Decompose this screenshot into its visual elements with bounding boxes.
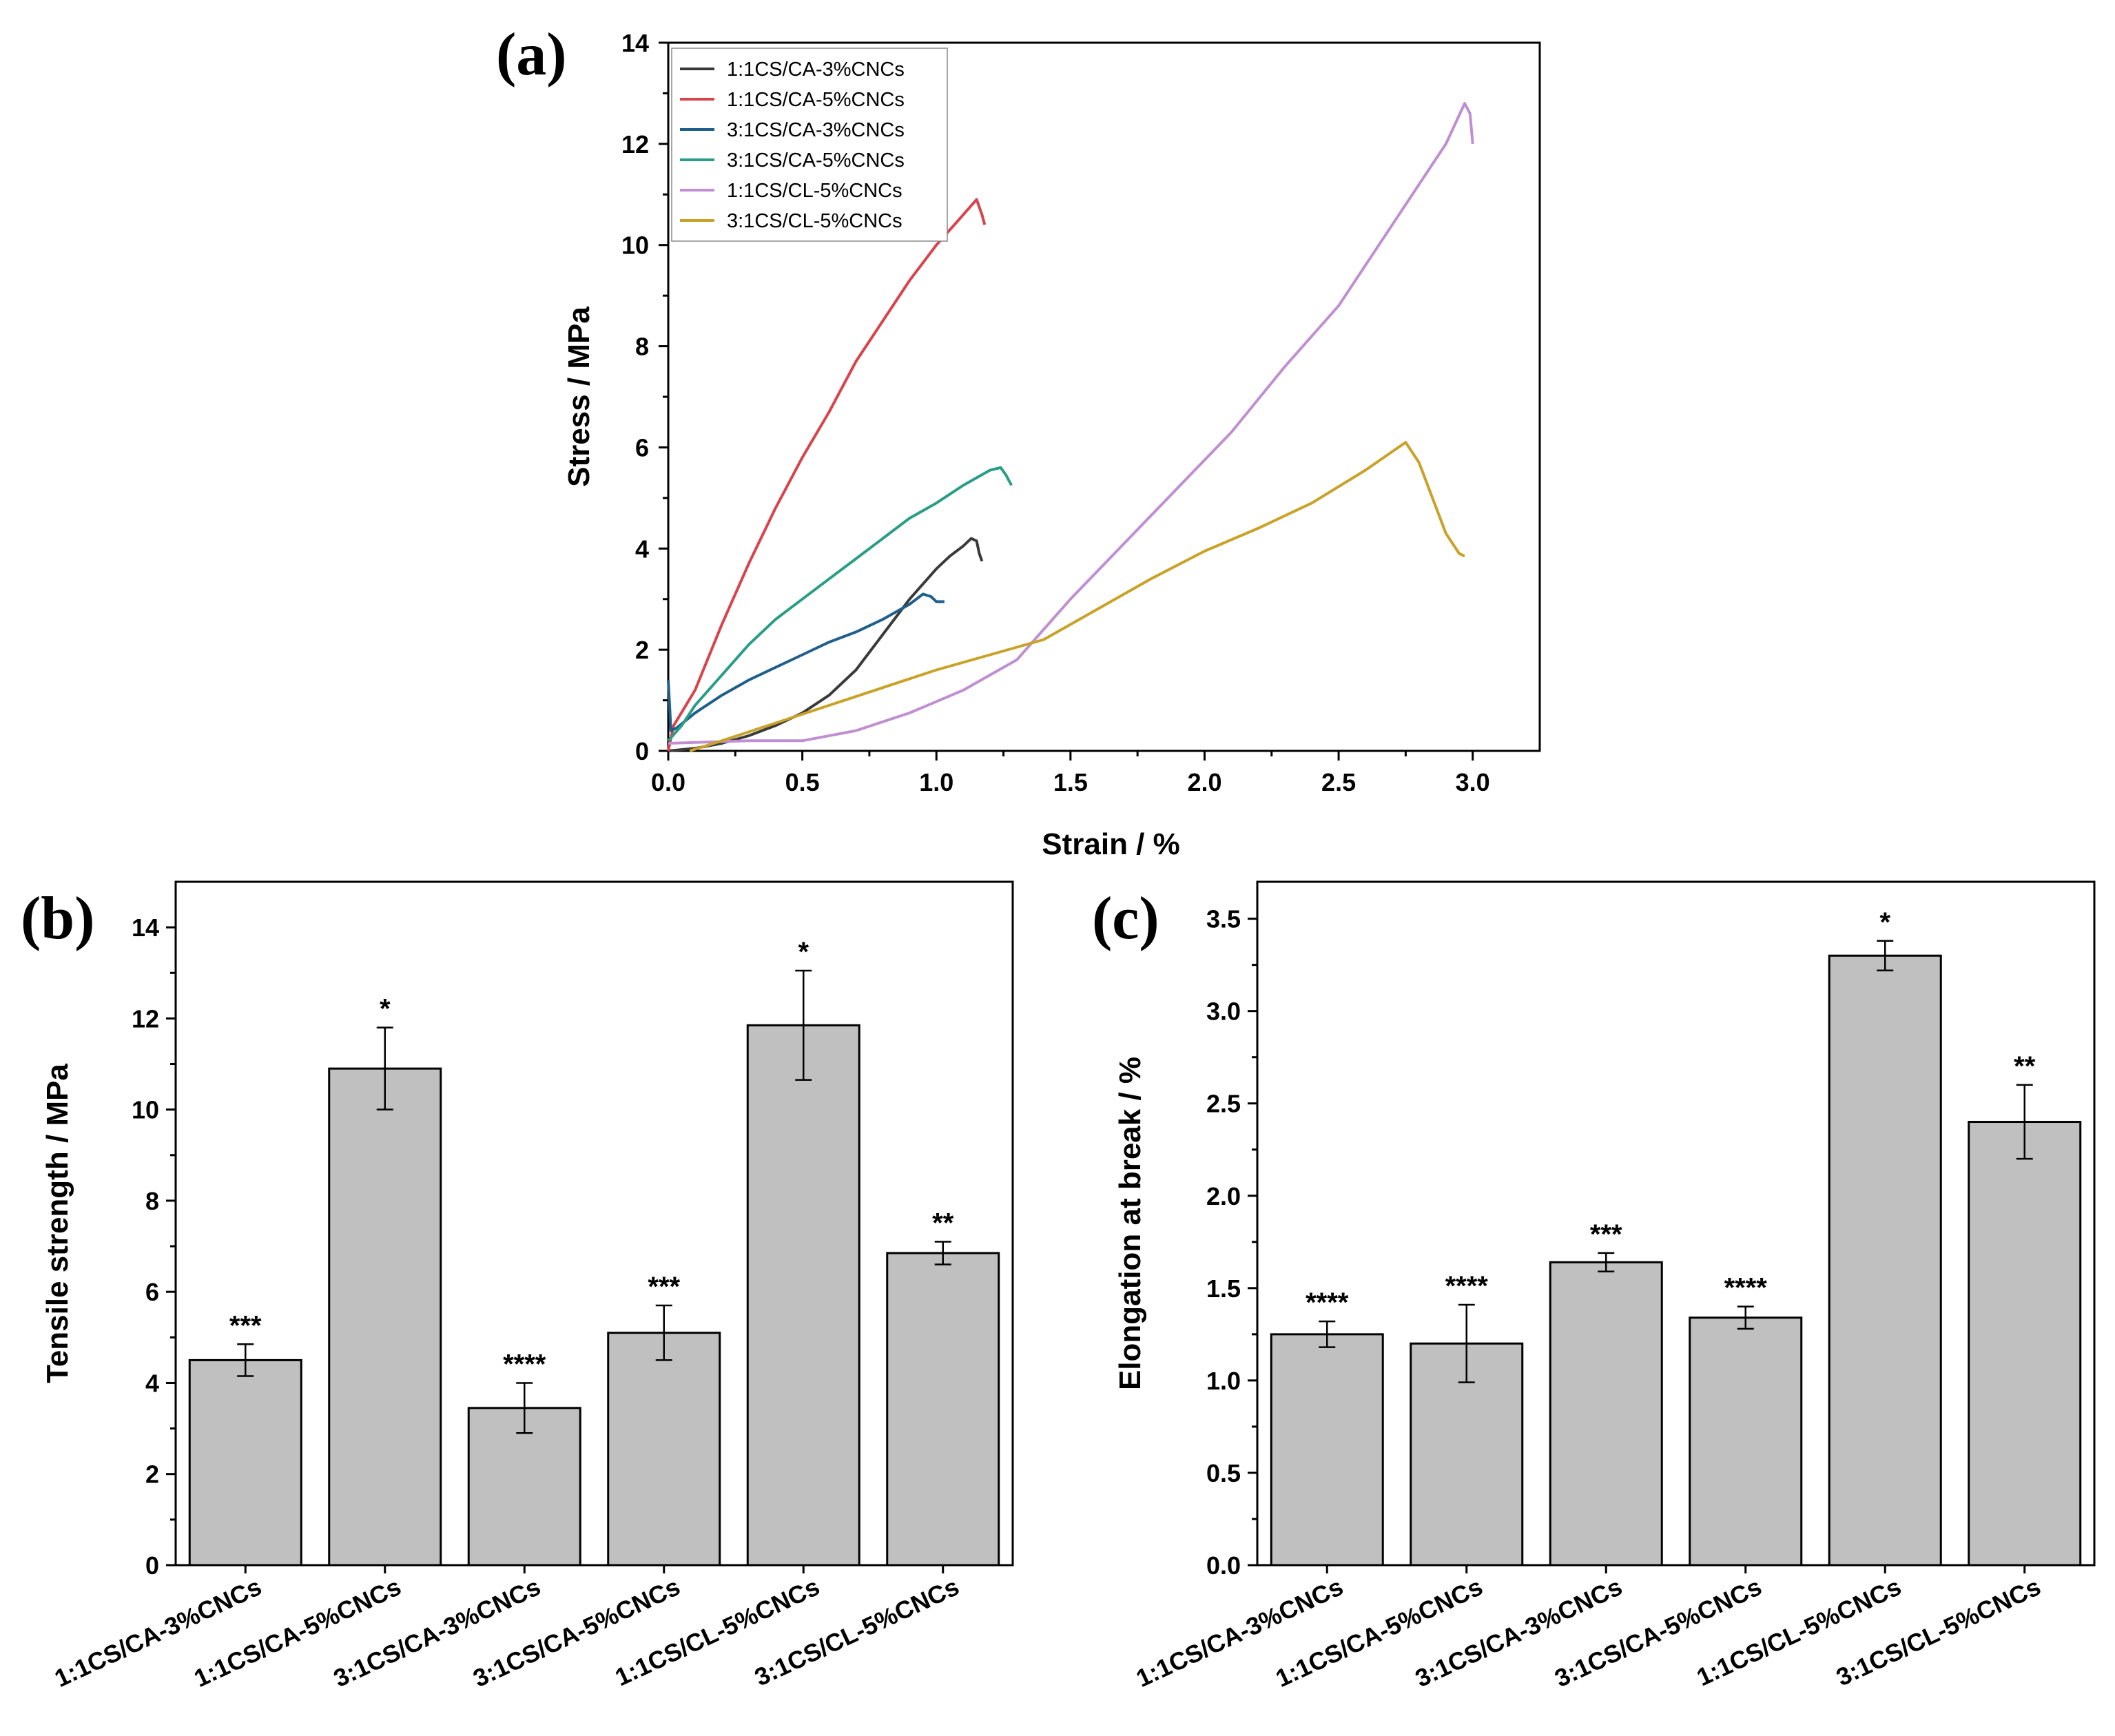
bar — [1549, 1261, 1663, 1567]
y-tick-label: 14 — [621, 29, 649, 57]
plot-frame — [174, 880, 1014, 1567]
y-tick-label: 10 — [132, 1096, 159, 1124]
y-tick-label: 3.5 — [1206, 905, 1241, 933]
bar — [746, 1024, 860, 1567]
y-tick-label: 2.0 — [1206, 1182, 1241, 1210]
y-axis-title: Stress / MPa — [562, 307, 596, 487]
bar — [467, 1407, 581, 1567]
y-tick-label: 6 — [145, 1278, 159, 1306]
series-line — [668, 102, 1474, 745]
y-tick-label: 0.5 — [1206, 1459, 1241, 1487]
bar — [886, 1252, 1000, 1567]
significance-label: ** — [2014, 1051, 2036, 1082]
series-line — [667, 198, 987, 752]
significance-label: ** — [932, 1208, 954, 1238]
legend-label: 1:1CS/CA-5%CNCs — [727, 89, 905, 111]
x-tick-label: 2.5 — [1321, 768, 1356, 796]
bar — [1270, 1333, 1384, 1567]
y-tick-label: 4 — [635, 535, 649, 563]
y-tick-label: 12 — [621, 130, 649, 158]
bar — [607, 1332, 721, 1567]
y-axis-title: Tensile strength / MPa — [41, 1064, 74, 1383]
y-tick-label: 1.0 — [1206, 1367, 1241, 1395]
plot-frame — [1256, 880, 2096, 1567]
y-tick-label: 8 — [145, 1187, 159, 1215]
legend-label: 3:1CS/CA-3%CNCs — [727, 119, 905, 141]
y-tick-label: 2.5 — [1206, 1090, 1241, 1118]
y-axis-title: Elongation at break / % — [1113, 1057, 1147, 1390]
y-tick-label: 3.0 — [1206, 998, 1241, 1026]
legend-box — [671, 48, 948, 242]
legend-label: 3:1CS/CL-5%CNCs — [727, 210, 902, 232]
y-tick-label: 8 — [635, 333, 649, 361]
bar — [1828, 954, 1942, 1567]
series-line — [667, 466, 1013, 742]
x-axis-title: Strain / % — [1042, 827, 1180, 861]
legend-label: 3:1CS/CA-5%CNCs — [727, 149, 905, 172]
bar — [328, 1067, 442, 1567]
y-tick-label: 0 — [145, 1551, 159, 1580]
significance-label: * — [1879, 907, 1890, 938]
bar — [1968, 1121, 2082, 1567]
legend-label: 1:1CS/CA-3%CNCs — [727, 59, 905, 81]
y-tick-label: 0 — [635, 737, 649, 765]
y-tick-label: 12 — [132, 1004, 159, 1033]
significance-label: **** — [1445, 1271, 1489, 1301]
y-tick-label: 2 — [635, 636, 649, 664]
panel-label: (c) — [1092, 885, 1159, 952]
x-tick-label: 1.0 — [919, 768, 953, 796]
significance-label: **** — [1724, 1273, 1768, 1303]
significance-label: **** — [503, 1349, 546, 1379]
legend-label: 1:1CS/CL-5%CNCs — [727, 180, 902, 202]
significance-label: **** — [1306, 1288, 1349, 1318]
significance-label: *** — [1590, 1219, 1622, 1250]
panel-label: (a) — [496, 21, 567, 88]
y-tick-label: 6 — [635, 433, 649, 462]
x-tick-label: 0.0 — [651, 768, 685, 796]
x-tick-label: 2.0 — [1187, 768, 1221, 796]
panel-a-line-chart: (a) 0.0 0.5 1.0 1.5 2.0 2.5 3.0 0 2 4 6 8 10 12 14 Strai… — [496, 21, 1541, 861]
significance-label: * — [380, 994, 391, 1024]
bar — [1689, 1316, 1803, 1567]
y-tick-label: 10 — [621, 231, 649, 260]
panel-label: (b) — [21, 885, 95, 952]
y-tick-label: 14 — [132, 913, 159, 942]
significance-label: *** — [648, 1272, 680, 1302]
y-tick-label: 0.0 — [1206, 1551, 1241, 1580]
y-tick-label: 1.5 — [1206, 1274, 1241, 1303]
series-line — [689, 441, 1465, 752]
panel-c-bar-chart: (c) 0.0 0.5 1.0 1.5 2.0 2.5 3.0 3.5 Elongation at… — [1092, 880, 2096, 1693]
x-tick-label: 0.5 — [785, 768, 820, 796]
bar — [188, 1358, 302, 1567]
x-tick-label: 1.5 — [1053, 768, 1088, 796]
significance-label: * — [798, 937, 809, 967]
significance-label: *** — [229, 1310, 262, 1341]
x-tick-label: 3.0 — [1456, 768, 1490, 796]
series-line — [668, 537, 984, 752]
y-tick-label: 4 — [145, 1369, 159, 1397]
y-tick-label: 2 — [145, 1460, 159, 1489]
